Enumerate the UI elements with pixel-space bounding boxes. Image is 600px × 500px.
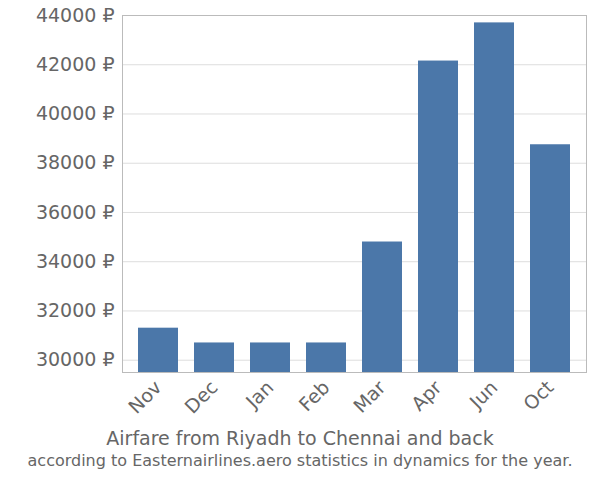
svg-text:32000 ₽: 32000 ₽ (36, 299, 115, 321)
svg-text:Nov: Nov (124, 376, 166, 418)
svg-text:34000 ₽: 34000 ₽ (36, 250, 115, 272)
svg-text:36000 ₽: 36000 ₽ (36, 201, 115, 223)
svg-text:42000 ₽: 42000 ₽ (36, 53, 115, 75)
svg-text:Apr: Apr (407, 376, 446, 415)
svg-text:Mar: Mar (349, 376, 390, 417)
svg-text:Jan: Jan (241, 376, 278, 413)
svg-text:44000 ₽: 44000 ₽ (36, 4, 115, 26)
svg-text:Feb: Feb (294, 376, 333, 415)
svg-text:40000 ₽: 40000 ₽ (36, 102, 115, 124)
svg-text:Oct: Oct (519, 376, 558, 415)
html-text:Airfare from Riyadh to Chennai: Airfare from Riyadh to Chennai and back (106, 427, 494, 449)
svg-text:Dec: Dec (180, 376, 222, 418)
svg-text:30000 ₽: 30000 ₽ (36, 348, 115, 370)
svg-text:Jun: Jun (464, 376, 501, 413)
svg-text:38000 ₽: 38000 ₽ (36, 151, 115, 173)
html-text:according to Easternairlines.a: according to Easternairlines.aero statis… (27, 451, 573, 470)
